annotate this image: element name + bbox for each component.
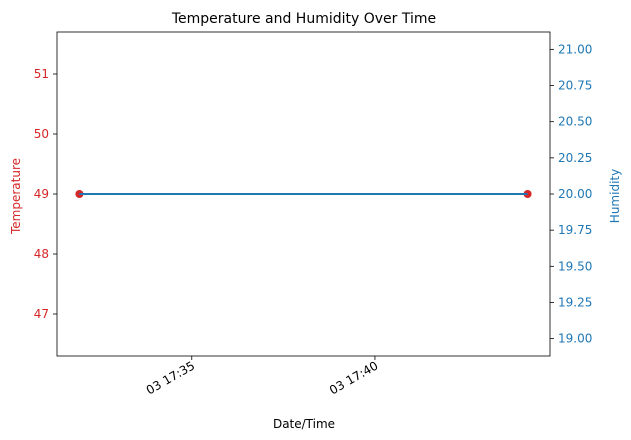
left-y-tick-label: 51 xyxy=(34,67,49,81)
right-y-tick-label: 19.75 xyxy=(558,223,592,237)
right-y-tick-label: 19.25 xyxy=(558,295,592,309)
right-y-tick-label: 19.00 xyxy=(558,332,592,346)
left-y-tick-label: 49 xyxy=(34,187,49,201)
left-y-axis-label: Temperature xyxy=(9,158,23,235)
right-y-tick-label: 20.25 xyxy=(558,151,592,165)
x-axis-label: Date/Time xyxy=(273,417,335,431)
right-y-tick-label: 21.00 xyxy=(558,42,592,56)
right-y-tick-label: 20.50 xyxy=(558,115,592,129)
temperature-data-point xyxy=(75,190,84,198)
plot-area xyxy=(56,31,551,357)
right-y-tick-label: 19.50 xyxy=(558,259,592,273)
left-y-tick-label: 47 xyxy=(34,307,49,321)
left-y-axis-ticks: 47 48 49 50 51 xyxy=(34,67,57,321)
left-y-tick-label: 50 xyxy=(34,127,49,141)
right-y-axis-label: Humidity xyxy=(608,169,622,223)
right-y-tick-label: 20.75 xyxy=(558,79,592,93)
right-y-axis-ticks: 19.00 19.25 19.50 19.75 20.00 20.25 20.50 20.75… xyxy=(550,42,592,346)
x-tick-label: 03 17:35 xyxy=(144,358,197,397)
chart-title: Temperature and Humidity Over Time xyxy=(171,11,436,27)
x-tick-label: 03 17:40 xyxy=(327,358,380,397)
right-y-tick-label: 20.00 xyxy=(558,187,592,201)
x-axis-ticks: 03 17:35 03 17:40 xyxy=(144,356,380,397)
temperature-data-point xyxy=(523,190,532,198)
left-y-tick-label: 48 xyxy=(34,247,49,261)
